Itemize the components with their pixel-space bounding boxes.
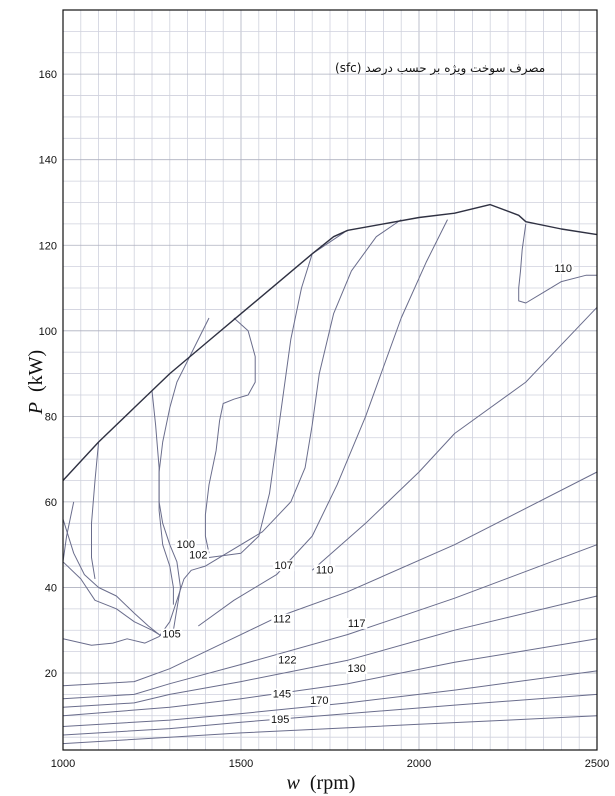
contour-label-background (160, 628, 183, 640)
contour-line-102 (208, 231, 345, 558)
contour-label-102: 102 (189, 550, 207, 562)
contour-lines (62, 219, 598, 745)
contour-label-background (308, 694, 330, 706)
x-tick-label: 1500 (229, 758, 253, 770)
x-tick-label: 2500 (585, 758, 609, 770)
x-axis-label: w (rpm) (287, 772, 356, 794)
y-tick-labels: 20 40 60 80 100 120 140 160 (39, 69, 57, 680)
contour-label-background (271, 688, 293, 700)
contour-label-background (175, 538, 197, 550)
contour-label-170: 170 (310, 695, 328, 707)
plot-frame (62, 9, 598, 751)
contour-label-background (269, 714, 291, 726)
contour-line-107 (198, 219, 448, 627)
contour-line-110 (311, 306, 598, 571)
contour-line-unlabeled-12 (62, 518, 160, 635)
y-tick-label: 20 (45, 668, 57, 680)
y-tick-label: 160 (39, 69, 57, 81)
contour-line-195 (62, 715, 598, 745)
y-tick-label: 100 (39, 326, 57, 338)
contour-label-background (271, 613, 293, 625)
contour-line-122 (62, 595, 598, 708)
contour-label-105: 105 (162, 629, 180, 641)
contour-line-117 (62, 544, 598, 700)
x-tick-labels: 1000 1500 2000 2500 (51, 758, 609, 770)
y-tick-label: 120 (39, 240, 57, 252)
contour-label-background (276, 654, 298, 666)
contour-label-background (346, 617, 368, 629)
x-tick-label: 1000 (51, 758, 75, 770)
contour-label-117: 117 (348, 618, 366, 630)
contour-label-background (314, 564, 336, 576)
contour-line-unlabeled-14 (151, 390, 174, 605)
y-tick-label: 60 (45, 497, 57, 509)
contour-label-100: 100 (177, 539, 195, 551)
x-tick-label: 2000 (407, 758, 431, 770)
contour-line-170 (62, 693, 598, 736)
contour-line-unlabeled-15 (204, 317, 256, 554)
y-axis-label: P (kW) (25, 350, 47, 415)
contour-line-105 (62, 219, 402, 646)
y-axis-variable: P (25, 402, 47, 415)
y-axis-unit: (kW) (25, 350, 47, 392)
contour-line-110 (518, 223, 597, 304)
contour-line-100 (62, 317, 210, 640)
chart-title: مصرف سوخت ویژه بر حسب درصد (sfc) (335, 61, 545, 76)
contour-line-unlabeled-13 (91, 441, 100, 579)
contour-label-195: 195 (271, 714, 289, 726)
contour-label-background (346, 662, 368, 674)
x-axis-variable: w (287, 772, 301, 794)
contour-label-background (552, 262, 574, 274)
y-tick-label: 140 (39, 155, 57, 167)
contour-line-130 (62, 638, 598, 717)
y-tick-label: 40 (45, 582, 57, 594)
contour-label-130: 130 (348, 663, 366, 675)
y-tick-label: 80 (45, 411, 57, 423)
contour-label-107: 107 (275, 560, 293, 572)
contour-label-110: 110 (316, 564, 334, 576)
grid-lines (62, 9, 598, 750)
max-power-curve-group (62, 203, 598, 481)
contour-label-112: 112 (273, 614, 291, 626)
contour-label-122: 122 (278, 654, 296, 666)
max-power-curve (62, 203, 598, 481)
contour-label-145: 145 (273, 689, 291, 701)
contour-line-145 (62, 670, 598, 727)
contour-label-background (273, 560, 295, 572)
contour-line-112 (62, 471, 598, 687)
contour-label-110: 110 (554, 263, 572, 275)
x-axis-unit: (rpm) (310, 772, 356, 794)
contour-label-background (187, 549, 209, 561)
